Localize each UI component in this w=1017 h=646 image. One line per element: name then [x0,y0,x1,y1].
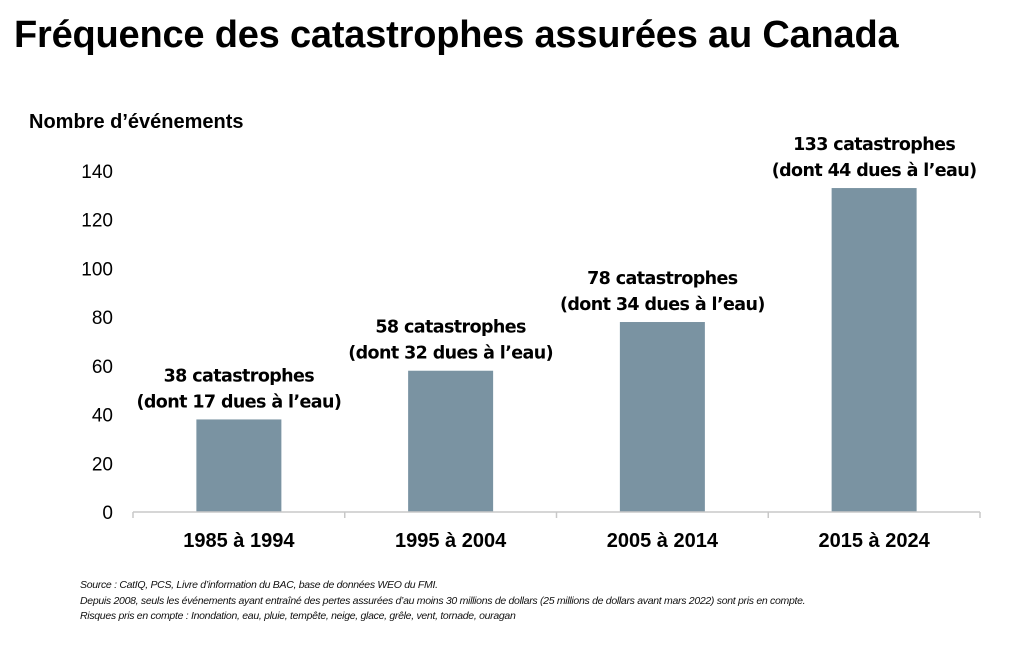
x-tick-label: 1995 à 2004 [395,530,507,552]
x-tick-label: 2005 à 2014 [607,530,719,552]
y-tick-label: 120 [81,211,113,232]
data-label: 38 catastrophes [164,366,315,386]
risks-note: Risques pris en compte : Inondation, eau… [80,610,516,622]
data-label: 58 catastrophes [375,318,526,338]
data-label: (dont 44 dues à l’eau) [772,161,977,181]
source-note: Source : CatIQ, PCS, Livre d’information… [80,579,438,591]
data-label: 78 catastrophes [587,269,738,289]
data-label: (dont 32 dues à l’eau) [348,344,553,364]
threshold-note: Depuis 2008, seuls les événements ayant … [80,594,806,607]
bar [408,370,494,512]
y-tick-label: 60 [92,357,113,378]
y-tick-label: 80 [92,308,113,329]
chart-title: Fréquence des catastrophes assurées au C… [14,14,899,56]
bar [196,419,282,512]
y-tick-label: 100 [81,259,113,280]
bar [619,322,705,512]
y-tick-label: 40 [92,406,113,427]
bar [831,188,917,513]
y-tick-label: 140 [81,162,113,183]
y-tick-label: 20 [92,454,113,475]
y-axis-label: Nombre d’événements [29,111,244,133]
footnotes: Source : CatIQ, PCS, Livre d’information… [80,578,806,625]
data-label: (dont 34 dues à l’eau) [560,295,765,315]
bar-chart: Nombre d’événements 0 20 40 60 80 100 120 140 198… [29,111,981,552]
x-tick-label: 2015 à 2024 [819,530,931,552]
data-label: 133 catastrophes [793,135,955,155]
data-label: (dont 17 dues à l’eau) [136,392,341,412]
y-tick-label: 0 [102,503,113,524]
x-tick-label: 1985 à 1994 [183,530,295,552]
